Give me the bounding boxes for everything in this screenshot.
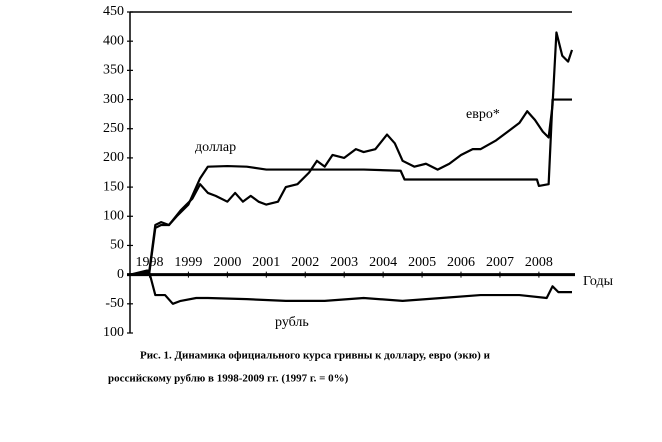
series-line	[129, 98, 572, 276]
caption-line: Рис. 1. Динамика официального курса грив…	[140, 350, 491, 362]
x-axis-label: Годы	[583, 274, 614, 289]
y-tick-label: 0	[117, 267, 124, 282]
series-label: рубль	[275, 315, 309, 330]
y-tick-label: 100	[103, 325, 124, 340]
y-tick-label: 250	[103, 121, 124, 136]
x-tick-label: 2001	[252, 255, 280, 270]
caption-line: российскому рублю в 1998-2009 гг. (1997 …	[108, 373, 349, 385]
y-tick-label: 150	[103, 179, 124, 194]
x-tick-label: 2003	[330, 255, 358, 270]
series-line	[129, 271, 572, 305]
x-tick-label: 2007	[486, 255, 514, 270]
x-tick-label: 2004	[369, 255, 397, 270]
y-tick-label: 200	[103, 150, 124, 165]
x-tick-label: 1999	[174, 255, 202, 270]
x-tick-label: 2008	[525, 255, 553, 270]
y-tick-label: 100	[103, 208, 124, 223]
y-tick-label: 300	[103, 92, 124, 107]
x-tick-label: 2005	[408, 255, 436, 270]
y-tick-label: 450	[103, 4, 124, 19]
series-label: евро*	[466, 107, 500, 122]
y-tick-label: -50	[105, 296, 124, 311]
y-tick-label: 50	[110, 238, 124, 253]
x-tick-label: 2006	[447, 255, 475, 270]
y-tick-label: 400	[103, 33, 124, 48]
y-tick-label: 350	[103, 63, 124, 78]
series-label: доллар	[195, 140, 236, 155]
x-tick-label: 2000	[213, 255, 241, 270]
x-tick-label: 2002	[291, 255, 319, 270]
series-line	[129, 31, 574, 276]
